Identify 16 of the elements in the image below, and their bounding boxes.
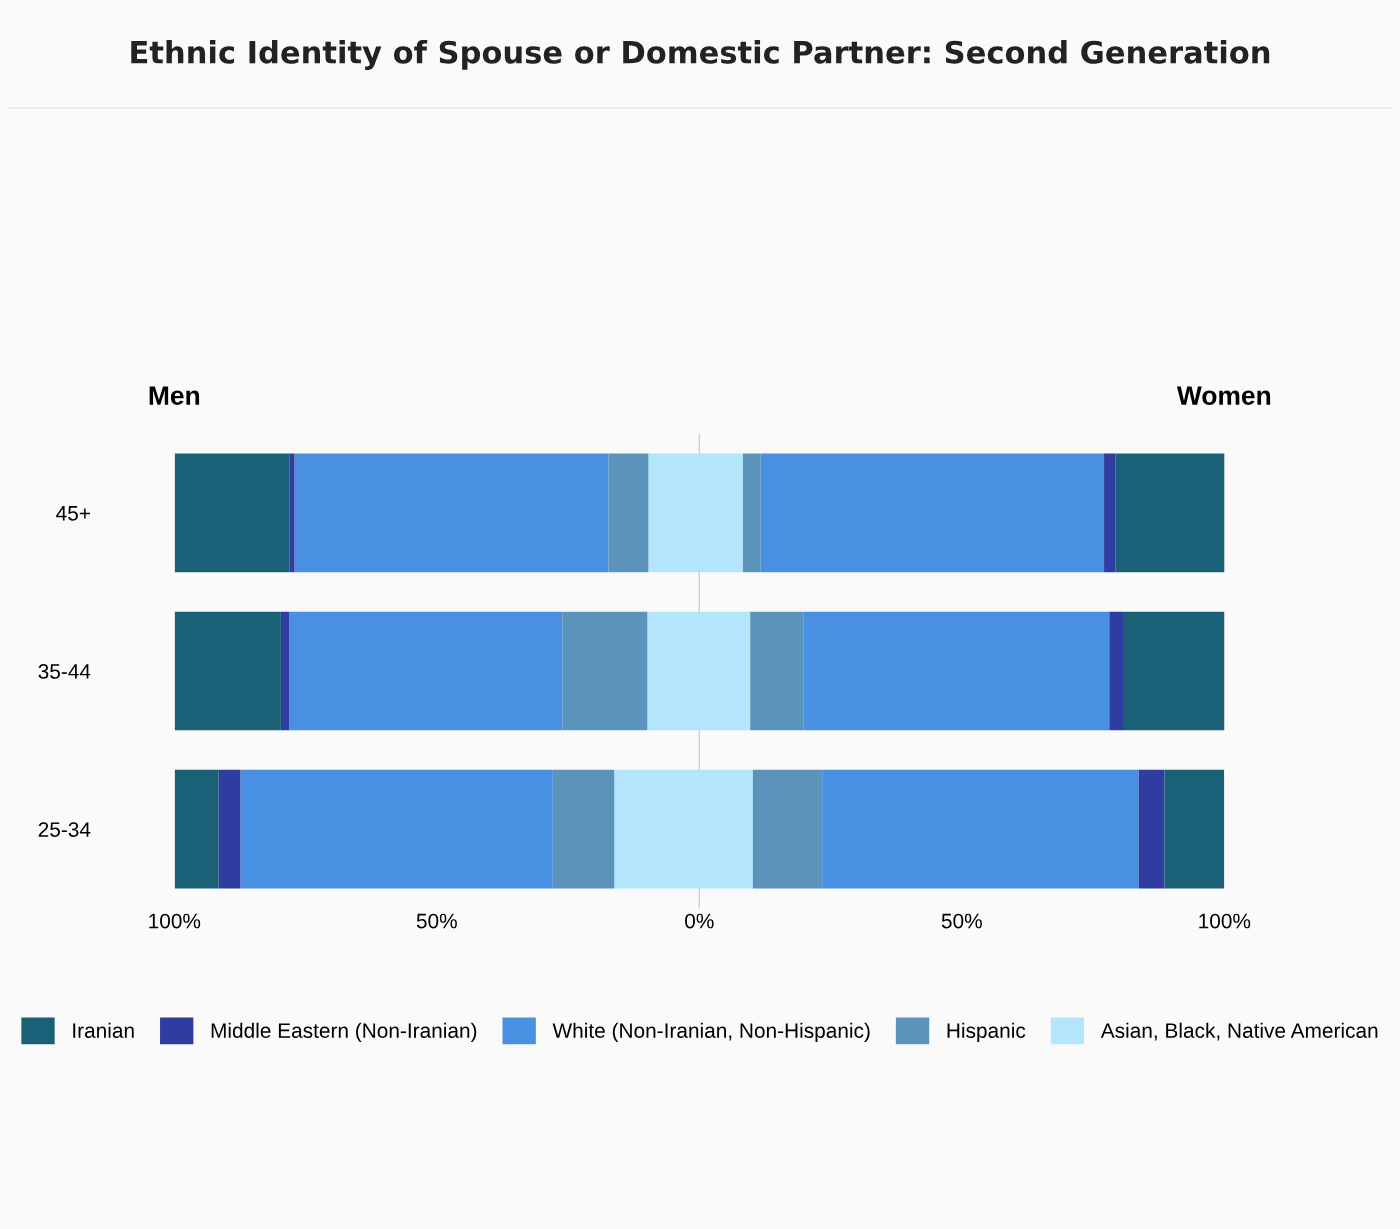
text: Men xyxy=(149,386,200,405)
text: Women xyxy=(1176,386,1271,405)
chart-title: Ethnic Identity of Spouse or Domestic Partner: Second Generation xyxy=(131,40,1270,70)
y-tick-label: 25-34 xyxy=(38,822,91,837)
x-tick-label: 100% xyxy=(149,913,201,929)
x-tick-label: 50% xyxy=(941,913,982,929)
legend-label: White (Non-Iranian, Non-Hispanic) xyxy=(552,1022,870,1043)
legend-label: Iranian xyxy=(73,1022,134,1038)
y-tick-label: 35-44 xyxy=(38,664,91,679)
x-tick-label: 0% xyxy=(685,913,714,929)
legend-label: Hispanic xyxy=(947,1022,1026,1043)
x-tick-label: 50% xyxy=(416,913,457,929)
legend-label: Asian, Black, Native American xyxy=(1100,1022,1378,1041)
y-tick-label: 45+ xyxy=(56,506,90,521)
legend-label: Middle Eastern (Non-Iranian) xyxy=(211,1022,477,1043)
x-tick-label: 100% xyxy=(1199,913,1251,929)
